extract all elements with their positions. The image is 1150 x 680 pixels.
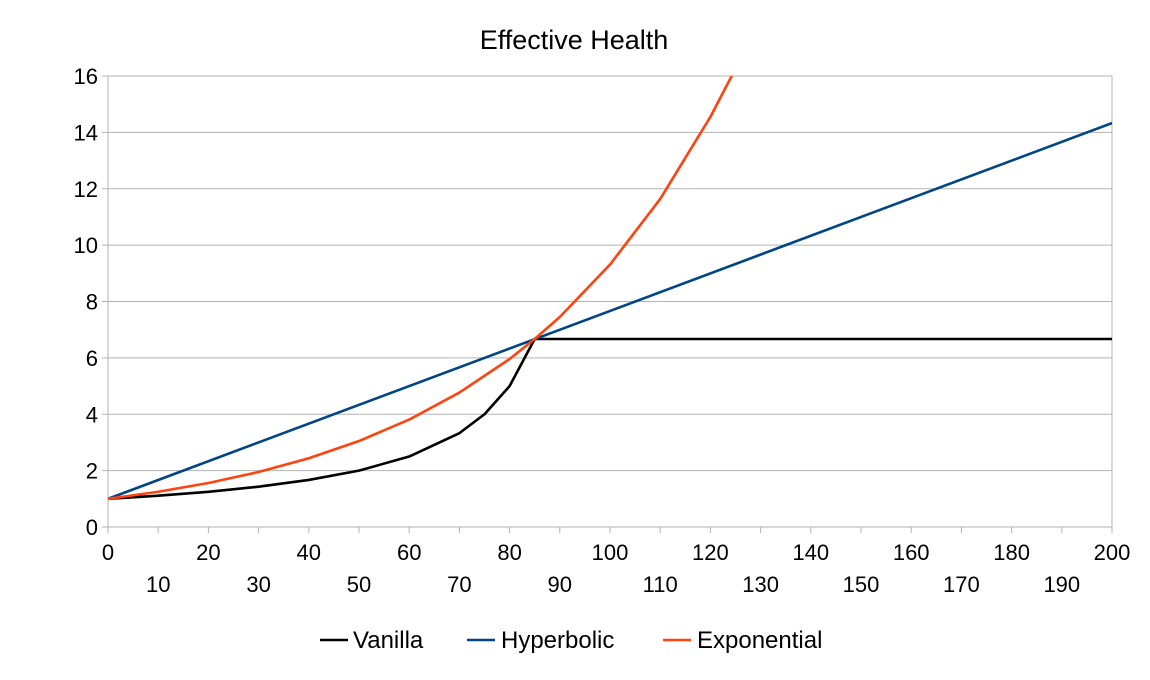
y-tick-label: 16 <box>74 64 98 89</box>
x-tick-label: 70 <box>447 572 471 597</box>
chart-title: Effective Health <box>480 25 669 55</box>
y-tick-label: 14 <box>74 120 98 145</box>
x-tick-label: 0 <box>102 540 114 565</box>
y-tick-label: 6 <box>86 346 98 371</box>
x-tick-label: 110 <box>643 572 678 597</box>
y-tick-label: 2 <box>86 459 98 484</box>
x-tick-label: 160 <box>893 540 930 565</box>
series-line-vanilla <box>108 337 1112 501</box>
series-layer <box>108 76 1112 501</box>
y-tick-label: 10 <box>74 233 98 258</box>
x-tick-label: 60 <box>397 540 421 565</box>
legend: Vanilla Hyperbolic Exponential <box>320 627 822 654</box>
x-tick-label: 130 <box>742 572 779 597</box>
x-tick-label: 30 <box>246 572 270 597</box>
x-tick-label: 140 <box>792 540 829 565</box>
y-tick-label: 0 <box>86 515 98 540</box>
legend-label-exponential: Exponential <box>697 627 822 654</box>
x-tick-label: 180 <box>993 540 1030 565</box>
x-tick-label: 150 <box>843 572 880 597</box>
x-tick-label: 80 <box>497 540 521 565</box>
y-tick-label: 12 <box>74 177 98 202</box>
y-tick-label: 8 <box>86 290 98 315</box>
x-tick-label: 20 <box>196 540 220 565</box>
grid-layer <box>108 75 1112 472</box>
series-line-exponential <box>108 76 734 501</box>
axis-layer <box>102 75 1113 533</box>
x-tick-label: 90 <box>548 572 572 597</box>
tick-label-layer: 0246810121416010203040506070809010011012… <box>74 64 1131 597</box>
y-tick-label: 4 <box>86 402 98 427</box>
legend-label-vanilla: Vanilla <box>353 627 424 654</box>
x-tick-label: 40 <box>297 540 321 565</box>
x-tick-label: 100 <box>592 540 629 565</box>
x-tick-label: 190 <box>1043 572 1080 597</box>
x-tick-label: 200 <box>1094 540 1131 565</box>
legend-label-hyperbolic: Hyperbolic <box>501 627 614 654</box>
x-tick-label: 50 <box>347 572 371 597</box>
x-tick-label: 170 <box>943 572 980 597</box>
x-tick-label: 10 <box>146 572 170 597</box>
series-line-hyperbolic <box>108 121 1112 501</box>
x-tick-label: 120 <box>692 540 729 565</box>
